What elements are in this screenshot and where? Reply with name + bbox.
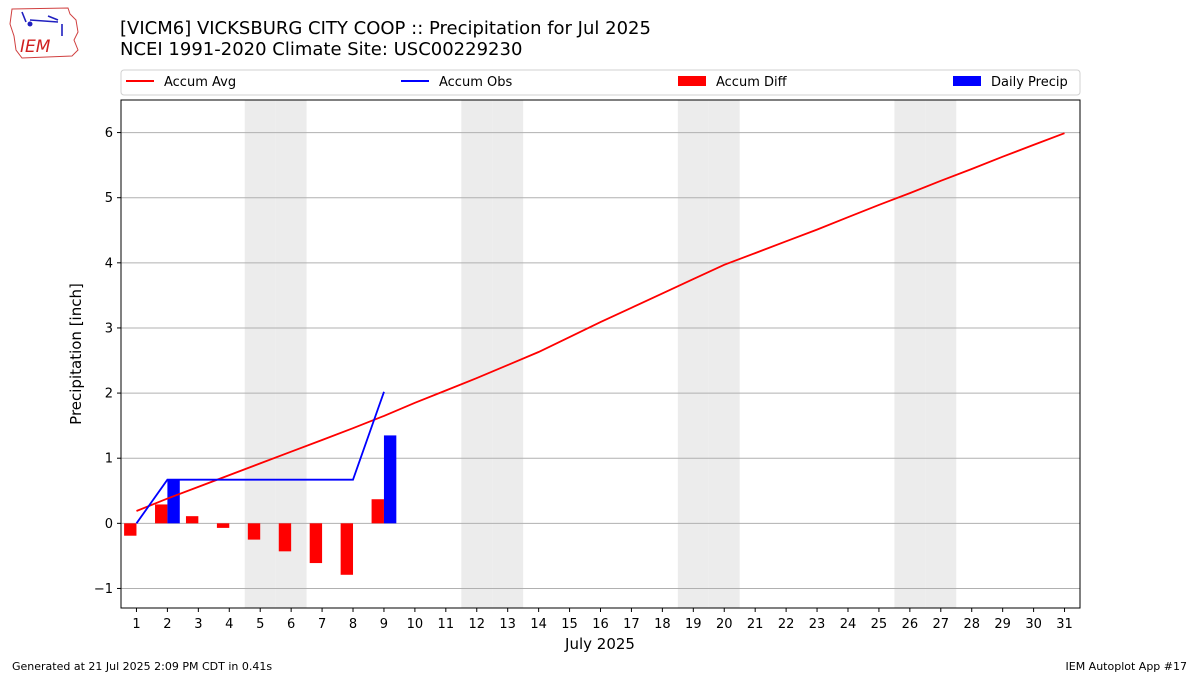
accum-diff-bar (371, 499, 384, 524)
x-tick-label: 21 (747, 617, 764, 632)
x-tick-label: 27 (933, 617, 950, 632)
accum-diff-bar (216, 523, 230, 528)
x-tick-label: 18 (654, 617, 671, 632)
accum-diff-bar (185, 516, 199, 524)
accum-diff-bar (247, 523, 261, 540)
x-tick-label: 8 (349, 617, 357, 632)
iem-logo: IEM (8, 6, 83, 65)
x-tick-label: 20 (716, 617, 733, 632)
accum-avg-line (136, 132, 1065, 512)
x-tick-label: 9 (380, 617, 388, 632)
weekend-band (708, 100, 740, 608)
accum-obs-line (135, 391, 385, 524)
legend-box (120, 69, 1081, 96)
x-tick-label: 2 (163, 617, 171, 632)
y-tick-label: 6 (105, 126, 113, 141)
x-tick-label: 30 (1025, 617, 1042, 632)
legend-swatch (678, 76, 706, 86)
x-tick-label: 29 (994, 617, 1011, 632)
legend-label: Accum Avg (164, 75, 236, 90)
bars (124, 435, 397, 575)
x-tick-label: 7 (318, 617, 326, 632)
x-axis-label: July 2025 (564, 635, 635, 653)
y-axis-ticks: −1 0 1 2 3 4 5 6 (94, 126, 121, 597)
x-tick-label: 5 (256, 617, 264, 632)
title-line-1: [VICM6] VICKSBURG CITY COOP :: Precipita… (120, 18, 651, 39)
x-tick-label: 24 (840, 617, 857, 632)
daily-precip-bar (383, 435, 397, 524)
x-tick-label: 22 (778, 617, 795, 632)
x-tick-label: 31 (1056, 617, 1073, 632)
iem-logo-graphic: IEM (9, 7, 79, 59)
accum-diff-bar (124, 523, 137, 536)
x-tick-label: 3 (194, 617, 202, 632)
accum-diff-bar (278, 523, 292, 552)
x-tick-label: 11 (438, 617, 455, 632)
logo-text: IEM (20, 37, 51, 57)
x-tick-label: 14 (530, 617, 547, 632)
x-tick-label: 16 (592, 617, 609, 632)
x-tick-label: 19 (685, 617, 702, 632)
gridlines (121, 132, 1080, 589)
y-tick-label: 0 (105, 517, 113, 532)
weekend-band (461, 100, 493, 608)
weekend-band (677, 100, 709, 608)
x-tick-label: 25 (871, 617, 888, 632)
chart-title: [VICM6] VICKSBURG CITY COOP :: Precipita… (120, 18, 651, 60)
y-tick-label: 5 (105, 191, 113, 206)
accum-diff-bar (155, 504, 168, 524)
daily-precip-bar (167, 479, 180, 524)
y-axis-label: Precipitation [inch] (67, 283, 85, 425)
x-tick-label: 1 (132, 617, 140, 632)
x-tick-label: 6 (287, 617, 295, 632)
y-tick-label: 4 (105, 256, 113, 271)
legend-swatch (953, 76, 981, 86)
generated-footer: Generated at 21 Jul 2025 2:09 PM CDT in … (12, 660, 273, 673)
x-tick-label: 28 (963, 617, 980, 632)
legend: Accum Avg Accum Obs Accum Diff Daily Precip (120, 69, 1081, 96)
x-tick-label: 15 (561, 617, 578, 632)
weekend-band (894, 100, 926, 608)
weekend-band (492, 100, 524, 608)
x-axis-ticks: 1 2 3 4 5 6 7 8 9 10 11 12 13 14 15 16 17 18 19 20 21 22 23 24 2… (132, 608, 1073, 632)
y-tick-label: 2 (105, 387, 113, 402)
y-tick-label: 1 (105, 452, 113, 467)
y-tick-label: 3 (105, 321, 113, 336)
title-line-2: NCEI 1991-2020 Climate Site: USC00229230 (120, 39, 523, 60)
y-tick-label: −1 (94, 582, 113, 597)
x-tick-label: 4 (225, 617, 233, 632)
x-tick-label: 10 (407, 617, 424, 632)
app-footer: IEM Autoplot App #17 (1065, 660, 1188, 673)
accum-diff-bar (309, 523, 323, 564)
x-tick-label: 12 (468, 617, 485, 632)
legend-label: Accum Diff (716, 75, 788, 90)
legend-label: Accum Obs (439, 75, 512, 90)
x-tick-label: 26 (902, 617, 919, 632)
lines (135, 132, 1065, 524)
x-tick-label: 13 (499, 617, 516, 632)
legend-label: Daily Precip (991, 75, 1068, 90)
x-tick-label: 23 (809, 617, 826, 632)
accum-diff-bar (340, 523, 354, 575)
x-tick-label: 17 (623, 617, 640, 632)
